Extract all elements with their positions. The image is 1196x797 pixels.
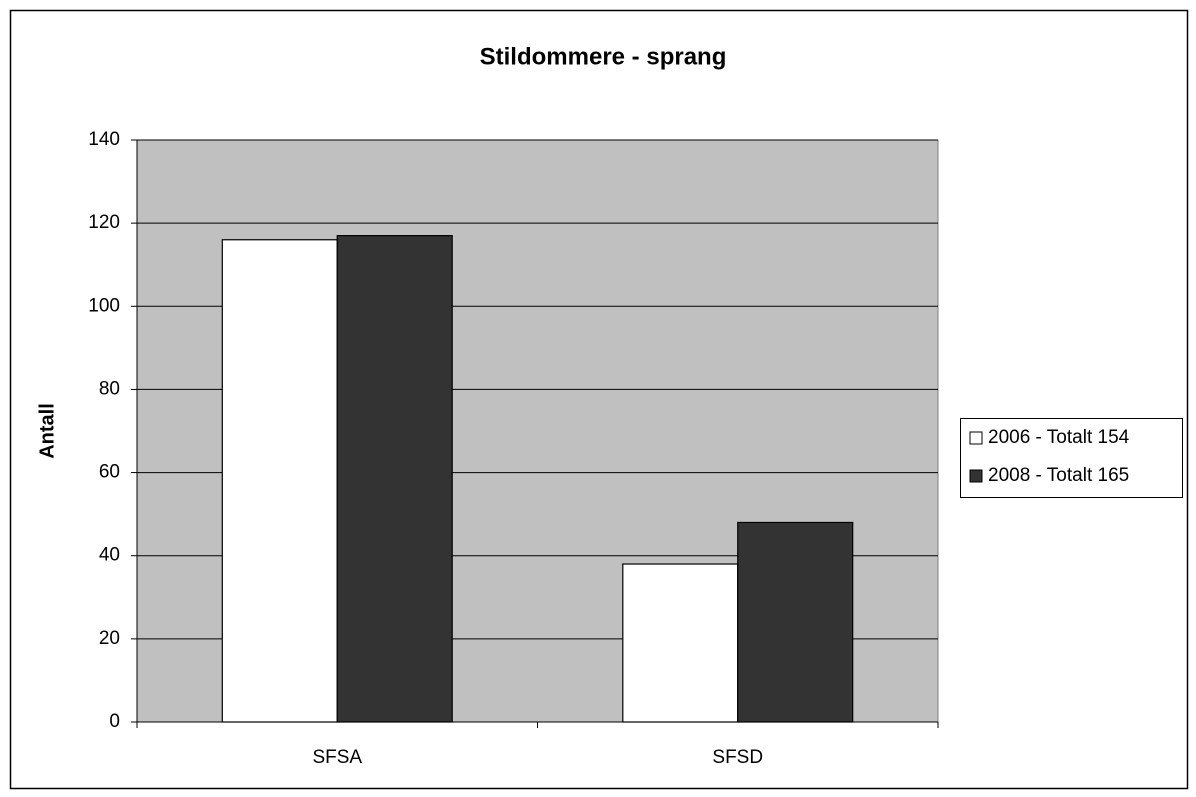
y-tick-label: 40 — [99, 545, 120, 566]
y-tick-label: 20 — [99, 628, 120, 649]
y-tick-label: 120 — [88, 212, 120, 233]
y-tick-label: 0 — [109, 711, 120, 732]
legend-swatch — [969, 469, 983, 483]
y-tick-label: 80 — [99, 378, 120, 399]
bar — [336, 235, 453, 723]
x-tick-label: SFSD — [712, 747, 763, 768]
legend-box — [960, 418, 1183, 498]
bar — [221, 239, 338, 723]
y-tick-label: 140 — [88, 129, 120, 150]
y-tick-label: 100 — [88, 295, 120, 316]
y-tick-label: 60 — [99, 462, 120, 483]
bar — [737, 521, 854, 723]
legend-label: 2008 - Totalt 165 — [988, 465, 1129, 486]
legend-label: 2006 - Totalt 154 — [988, 427, 1130, 448]
bar — [622, 563, 739, 723]
x-tick-label: SFSA — [312, 747, 362, 768]
legend-swatch — [969, 431, 983, 445]
y-axis-label: Antall — [36, 403, 58, 459]
chart-title: Stildommere - sprang — [480, 43, 727, 70]
